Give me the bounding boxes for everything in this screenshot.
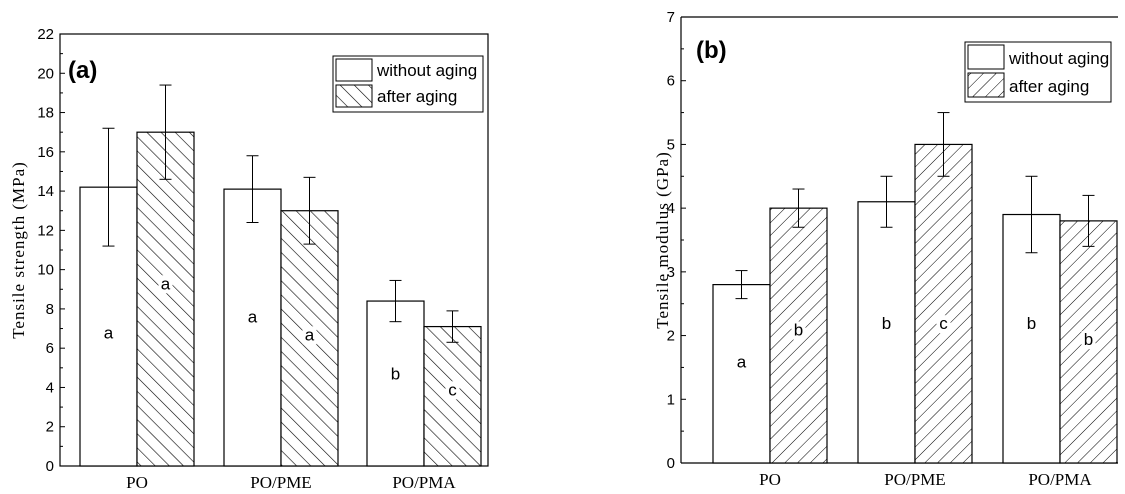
y-tick-label: 4 xyxy=(667,200,675,217)
x-tick-label: PO/PMA xyxy=(1028,470,1092,489)
panel-label: (a) xyxy=(68,57,97,84)
significance-letter: a xyxy=(161,274,171,293)
y-tick-label: 7 xyxy=(667,9,675,26)
bar-plain xyxy=(366,300,425,467)
legend-swatch xyxy=(335,84,373,108)
legend-swatch xyxy=(967,44,1005,70)
y-tick-label: 4 xyxy=(46,379,54,396)
y-tick-label: 0 xyxy=(46,458,54,475)
y-tick-label: 5 xyxy=(667,136,675,153)
panel-label: (b) xyxy=(696,37,727,64)
significance-letter: a xyxy=(248,308,258,327)
bar-hatch-slash xyxy=(914,143,973,464)
y-tick-label: 20 xyxy=(37,65,54,82)
letter-background xyxy=(936,315,951,334)
significance-letter: b xyxy=(882,314,891,333)
y-tick-label: 8 xyxy=(46,301,54,318)
legend-label: without aging xyxy=(376,61,477,80)
significance-letter: b xyxy=(391,365,400,384)
y-axis-label: Tensile modulus (GPa) xyxy=(653,151,672,329)
significance-letter: b xyxy=(794,321,803,340)
bar-plain xyxy=(857,201,916,464)
bar-hatch-backslash xyxy=(136,131,195,467)
x-tick-label: PO xyxy=(126,473,148,492)
y-tick-label: 16 xyxy=(37,144,54,161)
y-tick-label: 12 xyxy=(37,222,54,239)
legend-swatch xyxy=(967,72,1005,98)
legend-swatch xyxy=(335,58,373,82)
bar-plain xyxy=(1002,213,1061,464)
letter-background xyxy=(791,321,806,340)
y-tick-label: 6 xyxy=(46,340,54,357)
significance-letter: a xyxy=(104,323,114,342)
y-tick-label: 14 xyxy=(37,183,54,200)
chart-panel-b: 0 1 2 3 4 5 6 7 Tensile modulus (GPa) (b) PO PO/PME… xyxy=(653,9,1118,489)
letter-background xyxy=(445,381,460,400)
legend-label: after aging xyxy=(1009,77,1089,96)
y-tick-label: 10 xyxy=(37,262,54,279)
y-tick-label: 2 xyxy=(46,419,54,436)
y-axis-label: Tensile strength (MPa) xyxy=(9,161,28,339)
x-tick-label: PO xyxy=(759,470,781,489)
y-tick-label: 18 xyxy=(37,105,54,122)
significance-letter: b xyxy=(1084,330,1093,349)
significance-letter: c xyxy=(448,380,457,399)
bar-plain xyxy=(223,188,282,467)
y-tick-label: 6 xyxy=(667,73,675,90)
bar-plain xyxy=(712,284,771,464)
letter-background xyxy=(1081,331,1096,350)
significance-letter: c xyxy=(939,314,948,333)
y-tick-label: 1 xyxy=(667,391,675,408)
x-tick-label: PO/PMA xyxy=(392,473,456,492)
letter-background xyxy=(158,275,173,294)
legend-label: without aging xyxy=(1008,49,1109,68)
significance-letter: a xyxy=(737,352,747,371)
significance-letter: b xyxy=(1027,314,1036,333)
letter-background xyxy=(302,326,317,345)
significance-letter: a xyxy=(305,325,315,344)
x-tick-label: PO/PME xyxy=(250,473,311,492)
y-tick-label: 0 xyxy=(667,455,675,472)
x-tick-label: PO/PME xyxy=(884,470,945,489)
y-tick-label: 22 xyxy=(37,26,54,43)
y-tick-label: 3 xyxy=(667,264,675,281)
legend-label: after aging xyxy=(377,87,457,106)
y-tick-label: 2 xyxy=(667,328,675,345)
chart-panel-a: 0 2 4 6 8 10 12 14 16 18 20 22 Tensile strength (MPa… xyxy=(9,26,489,492)
